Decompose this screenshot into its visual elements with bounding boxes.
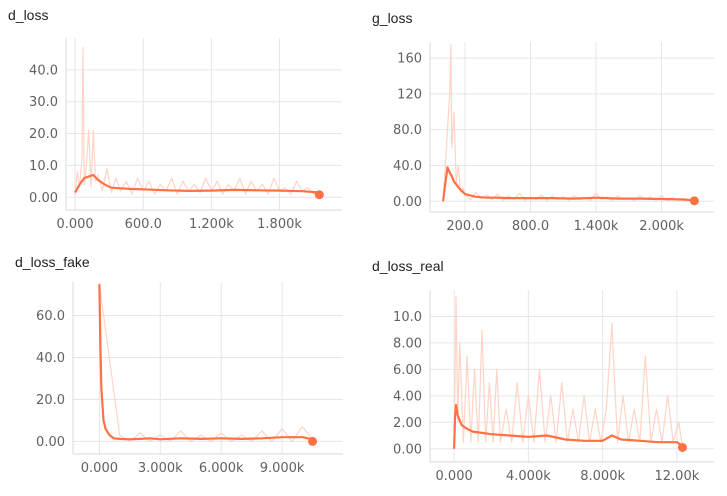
- chart-panel-d-loss: d_loss 0.00 10.0 20.0 30.0 40.0 0.000 600.0 1.2…: [0, 0, 360, 248]
- y-tick-label: 160: [397, 52, 422, 67]
- y-tick-label: 60.0: [36, 309, 65, 324]
- y-tick-label: 6.00: [393, 363, 422, 378]
- chart-panel-d-loss-real: d_loss_real 0.00 2.00 4.00 6.00 8.00 10.0 0.00…: [364, 248, 727, 496]
- x-tick-label: 2.000k: [639, 219, 684, 234]
- y-tick-label: 40.0: [36, 351, 65, 366]
- y-tick-label: 40.0: [29, 63, 58, 78]
- smoothed-series-line: [74, 173, 320, 194]
- y-tick-label: 10.0: [29, 159, 58, 174]
- x-tick-label: 0.000: [56, 217, 93, 232]
- chart-title: d_loss_fake: [15, 254, 90, 270]
- x-tick-label: 600.0: [125, 217, 162, 232]
- y-tick-label: 0.00: [393, 442, 422, 457]
- chart-title: g_loss: [372, 10, 413, 26]
- last-point-marker: [314, 190, 324, 200]
- smoothed-series-line: [453, 404, 684, 449]
- y-tick-label: 20.0: [36, 393, 65, 408]
- raw-series-line: [98, 284, 313, 442]
- x-tick-label: 1.200k: [189, 217, 234, 232]
- x-tick-label: 800.0: [512, 219, 549, 234]
- smoothed-series-line: [98, 284, 313, 441]
- y-tick-label: 20.0: [29, 127, 58, 142]
- x-tick-label: 3.000k: [138, 461, 183, 476]
- x-tick-label: 6.000k: [199, 461, 244, 476]
- raw-series-line: [74, 46, 320, 196]
- x-tick-label: 0.000: [81, 461, 118, 476]
- y-tick-label: 4.00: [393, 389, 422, 404]
- chart-title: d_loss_real: [372, 258, 444, 274]
- grid: [72, 282, 343, 455]
- chart-plot[interactable]: 0.00 2.00 4.00 6.00 8.00 10.0 0.000 4.000k 8.000…: [364, 248, 727, 496]
- y-tick-label: 8.00: [393, 336, 422, 351]
- chart-plot[interactable]: 0.00 10.0 20.0 30.0 40.0 0.000 600.0 1.200k 1.80…: [0, 0, 360, 248]
- x-tick-label: 200.0: [446, 219, 483, 234]
- y-tick-label: 30.0: [29, 95, 58, 110]
- y-tick-label: 0.00: [393, 195, 422, 210]
- x-tick-label: 4.000k: [506, 469, 551, 484]
- smoothed-series-line: [442, 166, 695, 202]
- last-point-marker: [677, 442, 687, 452]
- y-tick-label: 0.00: [36, 435, 65, 450]
- raw-series-line: [453, 295, 683, 449]
- chart-panel-d-loss-fake: d_loss_fake 0.00 20.0 40.0 60.0 0.000 3.000k 6…: [0, 248, 360, 496]
- last-point-marker: [308, 436, 318, 446]
- chart-plot[interactable]: 0.00 20.0 40.0 60.0 0.000 3.000k 6.000k 9.000k: [0, 248, 360, 496]
- chart-plot[interactable]: 0.00 40.0 80.0 120 160 200.0 800.0 1.400k 2.000k: [364, 0, 727, 248]
- chart-title: d_loss: [8, 7, 49, 23]
- y-tick-label: 10.0: [393, 310, 422, 325]
- y-tick-label: 2.00: [393, 416, 422, 431]
- x-tick-label: 12.00k: [655, 469, 700, 484]
- raw-series-line: [442, 44, 695, 202]
- last-point-marker: [689, 196, 699, 206]
- grid: [65, 38, 342, 211]
- y-tick-label: 120: [397, 87, 422, 102]
- x-tick-label: 0.000: [436, 469, 473, 484]
- chart-panel-g-loss: g_loss 0.00 40.0 80.0 120 160 200.0 800.0 1.400…: [364, 0, 727, 248]
- x-tick-label: 9.000k: [260, 461, 305, 476]
- y-tick-label: 80.0: [393, 123, 422, 138]
- x-tick-label: 1.800k: [257, 217, 302, 232]
- y-tick-label: 40.0: [393, 159, 422, 174]
- grid: [429, 42, 714, 213]
- y-tick-label: 0.00: [29, 191, 58, 206]
- x-tick-label: 8.000k: [580, 469, 625, 484]
- x-tick-label: 1.400k: [574, 219, 619, 234]
- grid: [429, 290, 714, 463]
